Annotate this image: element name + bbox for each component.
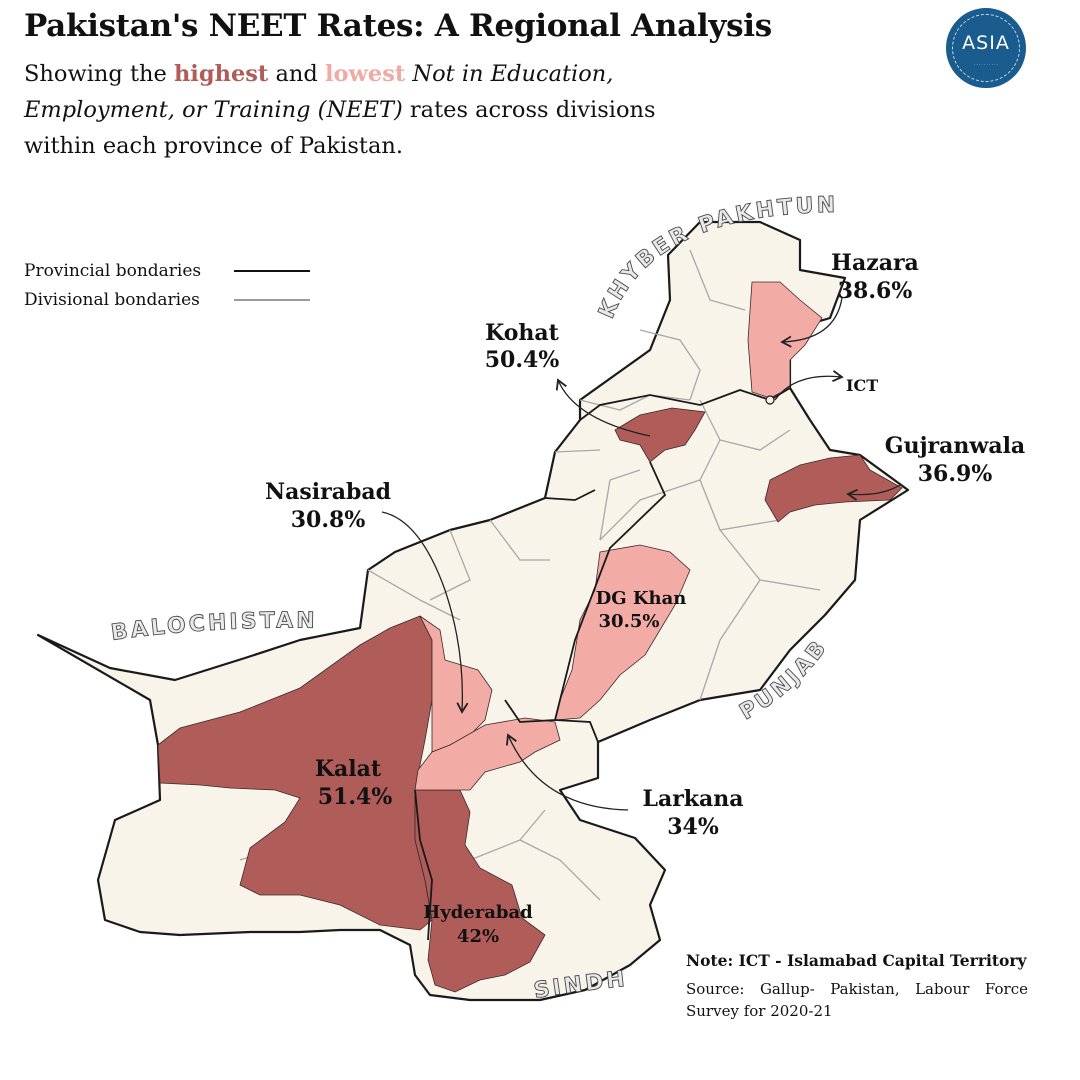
larkana-arrow (505, 733, 629, 811)
subtitle-highest: highest (173, 61, 269, 87)
hazara-arrow (780, 297, 843, 348)
subtitle-prefix: Showing the (24, 61, 174, 87)
logo-tagline: · · · · · · · · · · (973, 62, 999, 67)
gujranwala-value: 36.9% (918, 461, 993, 487)
page-title: Pakistan's NEET Rates: A Regional Analys… (24, 8, 772, 44)
subtitle: Showing the highest and lowest Not in Ed… (24, 56, 664, 164)
kohat-arrow (555, 378, 651, 437)
kalat-division[interactable] (157, 615, 433, 931)
hyderabad-name: Hyderabad (423, 902, 533, 923)
hyderabad-division[interactable] (414, 789, 546, 993)
note-text: Note: ICT - Islamabad Capital Territory (686, 951, 1027, 970)
legend-row-divisional: Divisional bondaries (24, 285, 310, 314)
nasirabad-value: 30.8% (291, 507, 366, 533)
subtitle-and: and (268, 61, 325, 87)
kohat-value: 50.4% (485, 347, 560, 373)
kalat-value: 51.4% (318, 784, 393, 810)
province-label-balochistan: BALOCHISTAN (110, 608, 318, 645)
legend-label-provincial: Provincial bondaries (24, 260, 202, 281)
kohat-division[interactable] (614, 407, 706, 463)
legend-line-provincial (234, 269, 310, 272)
ict-marker[interactable] (765, 395, 775, 405)
legend-line-divisional (234, 298, 310, 301)
gujranwala-division[interactable] (764, 454, 903, 523)
asia-logo-icon: ASIA · · · · · · · · · · (946, 8, 1026, 88)
kalat-name: Kalat (315, 756, 382, 782)
source-text: Source: Gallup- Pakistan, Labour Force S… (686, 980, 1028, 1020)
subtitle-lowest: lowest (324, 61, 406, 87)
logo-ring (952, 14, 1020, 82)
subtitle-suffix: rates across divisions within each provi… (24, 97, 656, 159)
subtitle-italic: Not in Education, Employment, or Trainin… (24, 61, 614, 123)
hazara-name: Hazara (831, 250, 919, 276)
gujranwala-name: Gujranwala (885, 433, 1025, 459)
hyderabad-label: Hyderabad 42% (423, 902, 533, 947)
nasirabad-arrow (381, 511, 469, 714)
dgkhan-value: 30.5% (599, 611, 660, 632)
nasirabad-label: Nasirabad 30.8% (265, 479, 391, 533)
larkana-value: 34% (667, 814, 719, 840)
map-legend: Provincial bondaries Divisional bondarie… (24, 256, 310, 314)
kohat-name: Kohat (485, 320, 560, 346)
callout-arrows (381, 297, 901, 811)
larkana-label: Larkana 34% (642, 786, 743, 840)
gujranwala-label: Gujranwala 36.9% (885, 433, 1025, 487)
hazara-value: 38.6% (838, 278, 913, 304)
legend-row-provincial: Provincial bondaries (24, 256, 310, 285)
hyderabad-value: 42% (457, 926, 499, 947)
dgkhan-name: DG Khan (596, 588, 687, 609)
hazara-label: Hazara 38.6% (831, 250, 919, 304)
kalat-label: Kalat 51.4% (315, 756, 392, 810)
logo-text: ASIA (962, 32, 1010, 54)
nasirabad-name: Nasirabad (265, 479, 391, 505)
legend-label-divisional: Divisional bondaries (24, 289, 200, 310)
dgkhan-label: DG Khan 30.5% (596, 588, 687, 632)
kohat-label: Kohat 50.4% (485, 320, 560, 373)
dg-khan-division[interactable] (554, 544, 691, 721)
ict-label: ICT (846, 376, 878, 395)
ict-arrow (774, 370, 844, 401)
larkana-name: Larkana (642, 786, 743, 812)
nasirabad-division[interactable] (419, 615, 493, 753)
gujranwala-arrow (846, 484, 901, 501)
